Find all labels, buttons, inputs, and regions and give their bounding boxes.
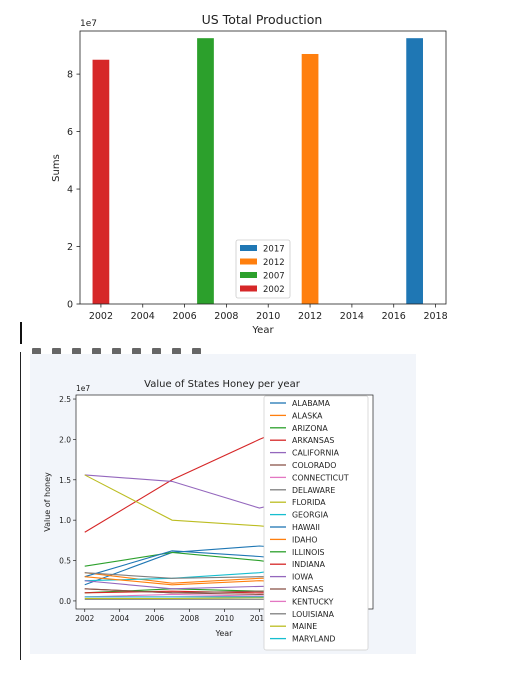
legend-swatch: [240, 285, 257, 292]
y-tick-label: 8: [67, 70, 73, 81]
legend-label: MAINE: [292, 622, 317, 631]
legend-box: [263, 395, 369, 651]
x-tick-label: 2004: [110, 614, 129, 623]
toolbar-icon: [172, 348, 181, 355]
x-tick-label: 2002: [75, 614, 94, 623]
toolbar-icon: [192, 348, 201, 355]
legend-label: ALASKA: [292, 411, 323, 420]
bar-chart-title: US Total Production: [202, 12, 323, 27]
legend-label: ARKANSAS: [292, 436, 334, 445]
legend-swatch: [240, 245, 257, 251]
legend-label: MARYLAND: [292, 635, 335, 644]
x-tick-label: 2012: [298, 311, 322, 322]
bar-chart-xlabel: Year: [251, 325, 274, 336]
x-tick-label: 2018: [423, 311, 447, 322]
legend-label: 2017: [263, 245, 285, 255]
legend-swatch: [240, 258, 257, 265]
legend-box: [235, 239, 291, 299]
bar-2017: [406, 38, 423, 305]
line-chart-legend: ALABAMA ALASKA ARIZONA ARKANSAS CALIFORNIA CO…: [263, 395, 369, 651]
y-tick-label: 1.0: [59, 516, 71, 525]
x-tick-label: 2008: [214, 311, 238, 322]
margin-rule: [20, 352, 21, 660]
legend-label: GEORGIA: [292, 511, 329, 520]
line-chart: Value of States Honey per year 1e7 2002 2…: [43, 379, 374, 651]
y-tick-label: 6: [67, 127, 73, 138]
bar-chart-offset-label: 1e7: [80, 19, 97, 29]
x-tick-label: 2002: [89, 311, 113, 322]
toolbar-icon: [132, 348, 141, 355]
partial-toolbar: [30, 346, 410, 358]
legend-label: 2002: [263, 285, 285, 295]
x-tick-label: 2008: [180, 614, 199, 623]
y-tick-label: 2: [67, 242, 73, 253]
x-tick-label: 2016: [382, 311, 406, 322]
x-tick-label: 2010: [256, 311, 280, 322]
legend-label: DELAWARE: [292, 486, 335, 495]
legend-label: LOUISIANA: [292, 610, 335, 619]
bar-2002: [92, 59, 110, 304]
legend-label: IOWA: [292, 573, 314, 582]
y-tick-label: 1.5: [59, 476, 71, 485]
x-tick-label: 2010: [215, 614, 234, 623]
legend-label: FLORIDA: [292, 498, 326, 507]
toolbar-icon: [52, 348, 61, 355]
legend-label: INDIANA: [292, 560, 326, 569]
text-cursor: [20, 322, 22, 344]
legend-label: CALIFORNIA: [292, 449, 340, 458]
y-tick-label: 2.5: [59, 395, 71, 404]
line-chart-offset-label: 1e7: [76, 384, 90, 393]
legend-label: IDAHO: [292, 535, 318, 544]
output-panel: Value of States Honey per year 1e7 2002 2…: [30, 354, 416, 654]
legend-label: CONNECTICUT: [292, 473, 349, 482]
bar-chart: US Total Production 1e7 2002 2004 2006 2008…: [51, 12, 448, 336]
line-chart-title: Value of States Honey per year: [144, 379, 301, 390]
toolbar-icon: [32, 348, 41, 355]
legend-swatch: [240, 272, 257, 278]
legend-label: ARIZONA: [292, 424, 328, 433]
legend-label: ALABAMA: [292, 399, 331, 408]
x-tick-label: 2014: [340, 311, 364, 322]
line-chart-xlabel: Year: [215, 629, 234, 638]
toolbar-icon: [92, 348, 101, 355]
toolbar-icon: [112, 348, 121, 355]
toolbar-icon: [72, 348, 81, 355]
bar-2012: [301, 53, 319, 305]
x-tick-label: 2004: [131, 311, 155, 322]
legend-label: KENTUCKY: [292, 597, 334, 606]
bar-plot-frame: [79, 30, 447, 305]
bar-chart-legend: 2017 2012 2007 2002: [235, 239, 291, 299]
y-tick-label: 0.5: [59, 557, 71, 566]
legend-label: HAWAII: [292, 523, 320, 532]
bar-2007: [197, 38, 214, 305]
y-tick-label: 0: [67, 300, 73, 311]
legend-label: KANSAS: [292, 585, 324, 594]
y-tick-label: 4: [67, 185, 73, 196]
legend-label: ILLINOIS: [292, 548, 325, 557]
x-tick-label: 2012: [250, 614, 269, 623]
legend-label: 2007: [263, 272, 285, 282]
y-tick-label: 2.0: [59, 435, 71, 444]
line-chart-ylabel: Value of honey: [43, 472, 52, 532]
y-tick-label: 0.0: [59, 597, 71, 606]
legend-label: 2012: [263, 258, 285, 268]
toolbar-icon: [152, 348, 161, 355]
x-tick-label: 2006: [172, 311, 196, 322]
legend-label: COLORADO: [292, 461, 336, 470]
bar-chart-ylabel: Sums: [51, 154, 62, 182]
x-tick-label: 2006: [145, 614, 164, 623]
